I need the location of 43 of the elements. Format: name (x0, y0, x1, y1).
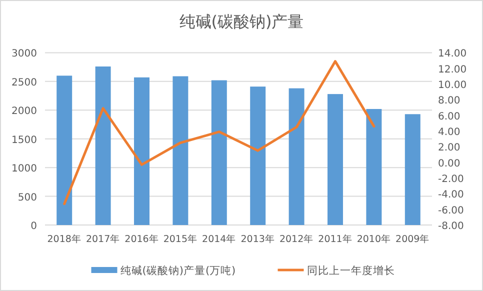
x-tick-label: 2016年 (124, 233, 159, 245)
y2-tick-label: -6.00 (438, 205, 464, 216)
legend-label: 同比上一年度增长 (306, 264, 395, 277)
bar (172, 76, 188, 225)
x-tick-label: 2017年 (86, 233, 120, 245)
x-tick-label: 2013年 (240, 233, 275, 245)
y2-tick-label: 2.00 (438, 142, 460, 154)
y2-tick-label: 4.00 (438, 127, 460, 138)
bar (134, 77, 150, 225)
bar (288, 88, 304, 225)
y2-tick-label: 12.00 (438, 64, 467, 76)
y-tick-label: 0 (30, 221, 37, 232)
x-tick-label: 2011年 (318, 233, 352, 245)
line-series (63, 60, 376, 206)
x-tick-label: 2009年 (396, 233, 430, 245)
y2-tick-label: -8.00 (438, 221, 464, 232)
x-tick-label: 2014年 (202, 233, 236, 245)
bar (404, 114, 420, 225)
y-tick-label: 2000 (12, 106, 37, 118)
y2-tick-label: -2.00 (438, 174, 464, 186)
x-tick-label: 2012年 (279, 233, 314, 245)
chart-title: 纯碱(碳酸钠)产量 (179, 12, 304, 31)
bar (250, 86, 266, 225)
legend-label: 纯碱(碳酸钠)产量(万吨) (120, 264, 236, 277)
y-tick-label: 3000 (12, 48, 37, 60)
y-tick-label: 500 (18, 192, 37, 204)
bar (366, 108, 382, 225)
y-tick-label: 1000 (12, 164, 37, 175)
y2-tick-label: 10.00 (438, 80, 467, 92)
y2-tick-label: 14.00 (438, 48, 467, 60)
bar (328, 94, 343, 225)
x-tick-label: 2018年 (47, 233, 82, 245)
y2-tick-label: 0.00 (438, 158, 460, 170)
bar (211, 80, 227, 225)
bar (95, 66, 111, 225)
y-tick-label: 1500 (12, 134, 37, 146)
x-tick-label: 2010年 (356, 233, 392, 245)
y2-tick-label: -4.00 (438, 190, 464, 201)
y-tick-label: 2500 (12, 77, 37, 88)
y2-tick-label: 8.00 (438, 96, 460, 107)
y2-tick-label: 6.00 (438, 111, 460, 122)
x-tick-label: 2015年 (163, 233, 198, 245)
bar (56, 76, 72, 225)
